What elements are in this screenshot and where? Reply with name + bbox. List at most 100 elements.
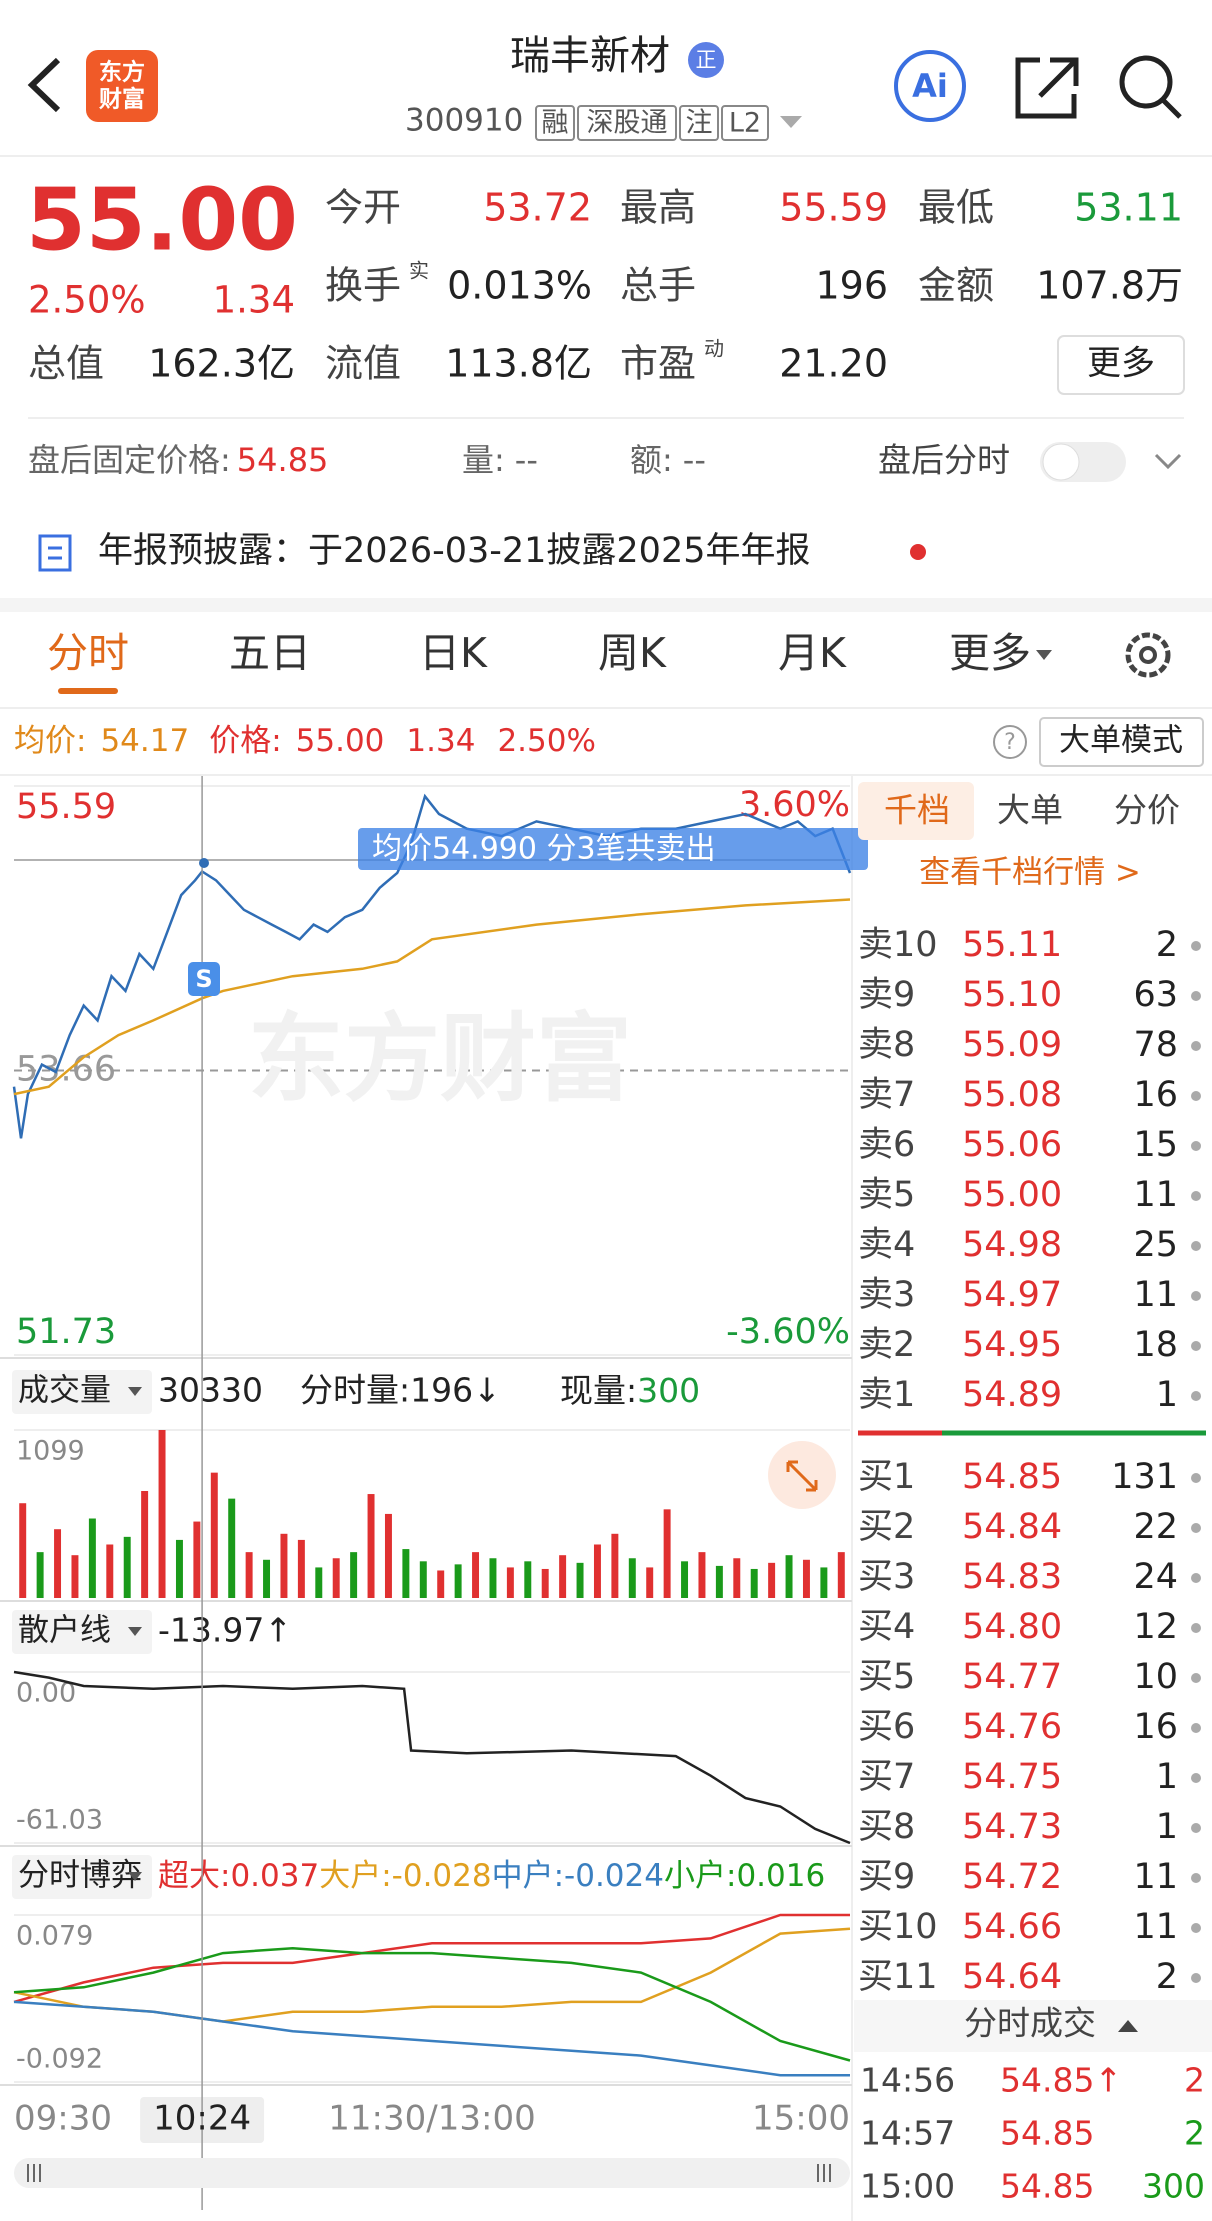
book-price: 54.76 — [962, 1707, 1062, 1747]
book-tab[interactable]: 分价 — [1114, 791, 1180, 830]
tab[interactable]: 更多 — [949, 629, 1031, 677]
book-dot — [1191, 1773, 1201, 1783]
help-text: ? — [1004, 730, 1016, 755]
avg-label: 均价: — [14, 723, 86, 759]
volume-bar — [437, 1570, 445, 1598]
mode-text: 大单模式 — [1059, 723, 1183, 759]
book-level: 卖9 — [858, 975, 915, 1015]
volume-bar — [750, 1568, 758, 1598]
volume-bar — [384, 1513, 392, 1598]
stat-label: 最低 — [918, 186, 994, 230]
avg: 54.17 — [100, 723, 189, 759]
tab[interactable]: 分时 — [47, 629, 129, 677]
search-button[interactable] — [1119, 55, 1173, 109]
volume-bar — [36, 1552, 44, 1598]
tag: 深股通 — [587, 108, 668, 139]
trade-marker-text: S — [195, 965, 212, 993]
more-button[interactable] — [1057, 335, 1185, 395]
indicator-select[interactable] — [12, 1610, 152, 1654]
y-tick-label: 0.079 — [16, 1921, 93, 1952]
indicator-title: 分时博弈 — [18, 1858, 142, 1894]
tab[interactable]: 月K — [778, 629, 847, 677]
book-price: 55.10 — [962, 975, 1062, 1015]
book-tab[interactable]: 千档 — [884, 791, 950, 830]
info-row: 均价: 54.17 价格: 55.00 1.34 2.50% — [14, 723, 596, 759]
book-price: 54.89 — [962, 1375, 1062, 1415]
book-price: 54.72 — [962, 1857, 1062, 1897]
book-level: 买11 — [858, 1957, 938, 1997]
book-dot — [1191, 1191, 1201, 1201]
book-volume: 12 — [1133, 1607, 1178, 1647]
book-dot — [1191, 1673, 1201, 1683]
book-tab[interactable]: 大单 — [997, 791, 1063, 830]
notice-icon — [38, 534, 72, 572]
legend-name: 小户: — [664, 1858, 736, 1894]
book-volume: 11 — [1133, 1857, 1178, 1897]
expand-chevron[interactable] — [1154, 453, 1182, 470]
book-price: 54.73 — [962, 1807, 1062, 1847]
book-dot — [1191, 1473, 1201, 1483]
price-label: 价格: — [209, 723, 281, 759]
volume-bar — [593, 1544, 601, 1598]
book-level: 买4 — [858, 1607, 915, 1647]
volume-bar — [402, 1549, 410, 1598]
volume-bar — [419, 1561, 427, 1598]
volume-bar — [71, 1555, 79, 1598]
y-tick-label: -0.092 — [16, 2044, 103, 2075]
volume-bar — [210, 1472, 218, 1598]
tooltip: 均价54.990 分3笔共卖出 — [372, 832, 716, 867]
notice[interactable]: 年报预披露：于2026-03-21披露2025年年报 — [98, 531, 811, 571]
tab[interactable]: 五日 — [229, 629, 311, 677]
mode-button[interactable] — [1039, 717, 1204, 767]
price: 55.00 — [296, 723, 385, 759]
volume-bar — [158, 1430, 166, 1598]
trades-header-bg — [854, 2000, 1212, 2052]
volume-bar — [193, 1521, 201, 1598]
volume-bar — [837, 1552, 845, 1598]
book-dot — [1191, 1091, 1201, 1101]
stat-label: 流值 — [325, 342, 401, 386]
y-tick-label: 53.66 — [16, 1050, 116, 1090]
stat-value: 21.20 — [779, 342, 888, 386]
series-line — [13, 1913, 850, 2004]
book-link[interactable]: 查看千档行情 > — [919, 855, 1141, 891]
share-button[interactable] — [1015, 57, 1079, 119]
more-text: 更多 — [1087, 344, 1155, 384]
change-pct: 2.50% — [28, 279, 146, 322]
tab[interactable]: 日K — [419, 629, 488, 677]
back-button[interactable] — [27, 57, 61, 113]
book-volume: 1 — [1156, 1375, 1178, 1415]
trade-price: 54.85 — [1000, 2167, 1094, 2206]
watermark: 东方财富 — [248, 1003, 632, 1115]
stats: 今开 53.72 最高 55.59 最低 53.11 换手实 0.013% 总手 196 金额 107… — [28, 186, 1183, 386]
trade-time: 14:56 — [860, 2061, 955, 2100]
volume-bar — [576, 1562, 584, 1598]
indicator-select[interactable] — [12, 1855, 152, 1899]
book-volume: 1 — [1156, 1757, 1178, 1797]
logo-text: 东方 — [99, 59, 145, 86]
tab[interactable]: 周K — [598, 629, 667, 677]
volume-bar — [715, 1565, 723, 1598]
volume-bar — [489, 1558, 497, 1598]
book-price: 55.11 — [962, 925, 1062, 965]
book-dot — [1191, 1623, 1201, 1633]
legend-name: 中户: — [492, 1858, 564, 1894]
after-hours-amount: 额: -- — [630, 441, 706, 479]
tag-box — [721, 105, 769, 141]
volume-bar — [141, 1490, 149, 1598]
indicator-select[interactable] — [12, 1370, 152, 1414]
book-volume: 16 — [1133, 1075, 1178, 1115]
book-dot — [1191, 1573, 1201, 1583]
settings-button[interactable] — [1125, 632, 1171, 678]
volume-bar — [506, 1567, 514, 1598]
ai-button[interactable] — [894, 50, 966, 122]
book-price: 55.00 — [962, 1175, 1062, 1215]
book-volume: 15 — [1133, 1125, 1178, 1165]
trade-price: 54.85 — [1000, 2114, 1094, 2153]
book-volume: 10 — [1133, 1657, 1178, 1697]
stat-value: 196 — [815, 264, 888, 308]
badge-text: 正 — [696, 48, 717, 72]
help-icon[interactable] — [993, 725, 1027, 759]
indicator-title: 成交量 — [18, 1373, 111, 1409]
volume-bar — [280, 1533, 288, 1598]
